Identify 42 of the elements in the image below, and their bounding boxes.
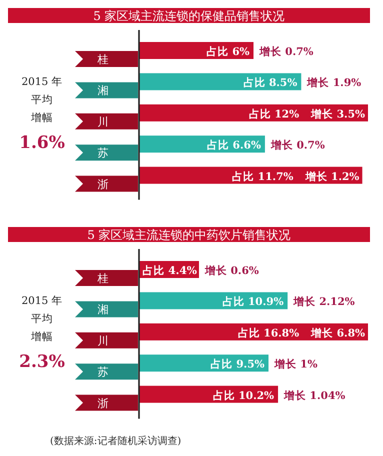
y-tick-label: 浙 [98,396,108,410]
annotation: 增长 0.7% [258,45,314,58]
y-tick-label: 湘 [98,303,108,316]
annotation: 增长 1.9% [306,76,362,90]
y-tick-label: 湘 [98,84,108,98]
annotation: 增长 0.6% [204,264,259,277]
text: 1.6% [19,133,65,153]
y-tick-label: 浙 [98,178,108,191]
y-tick-label: 川 [98,334,108,348]
annotation: 增长 6.8% [310,326,366,340]
y-tick-label: 桂 [96,272,108,285]
text: 增幅 [30,331,53,343]
y-tick-label: 苏 [98,366,108,379]
chart-title: 5 家区域主流连锁的保健品销售状况 [93,9,285,23]
bar [139,73,302,90]
text: 2015 年 [21,295,63,307]
data-label: 占比 6.6% [207,138,261,152]
annotation: 增长 3.5% [310,107,366,120]
text: (数据来源:记者随机采访调查) [50,434,182,447]
data-label: 占比 6% [206,45,250,58]
chart-title: 5 家区域主流连锁的中药饮片销售状况 [87,228,291,242]
annotation: 增长 1% [273,358,318,371]
annotation: 增长 1.2% [304,170,360,183]
data-label: 占比 10.9% [222,295,284,308]
data-label: 占比 9.5% [210,358,265,371]
y-tick-label: 川 [98,115,108,128]
annotation: 增长 2.12% [292,295,355,308]
annotation: 增长 0.7% [270,138,325,152]
data-label: 占比 16.8% [238,326,300,340]
y-tick-label: 苏 [98,146,108,160]
text: 2015 年 [21,76,63,88]
data-label: 占比 4.4% [142,264,197,277]
text: 增幅 [30,112,53,124]
y-tick-label: 桂 [96,53,108,66]
text: 2.3% [19,352,65,372]
data-label: 占比 11.7% [232,170,294,183]
data-label: 占比 12% [248,107,300,120]
annotation: 增长 1.04% [283,388,346,402]
text: 平均 [31,313,53,325]
data-label: 占比 8.5% [243,76,298,90]
data-label: 占比 10.2% [212,388,274,402]
text: 平均 [31,94,53,106]
